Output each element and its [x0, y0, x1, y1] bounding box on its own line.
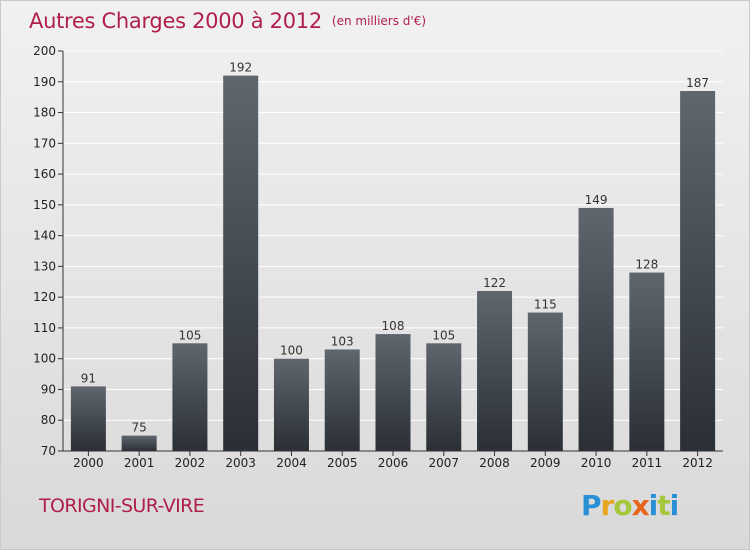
- bar-2010: [578, 207, 614, 451]
- chart-subtitle: (en milliers d'€): [331, 14, 427, 28]
- x-tick-label-2003: 2003: [225, 456, 256, 470]
- value-label-2012: 187: [686, 76, 709, 90]
- logo-letter: i: [648, 489, 659, 522]
- x-tick-label-2001: 2001: [124, 456, 155, 470]
- bars: 91 75 105 192 100 103 108 105 122 115 149 128 187: [70, 61, 716, 451]
- logo-letter: i: [669, 489, 680, 522]
- x-tick-label-2004: 2004: [276, 456, 307, 470]
- value-label-2011: 128: [635, 258, 658, 272]
- y-tick-label: 140: [33, 229, 56, 243]
- y-tick-label: 130: [33, 259, 56, 273]
- y-tick-label: 160: [33, 167, 56, 181]
- x-tick-label-2010: 2010: [581, 456, 612, 470]
- value-label-2002: 105: [178, 328, 201, 342]
- commune-name: TORIGNI-SUR-VIRE: [39, 495, 205, 517]
- x-tick-label-2006: 2006: [378, 456, 409, 470]
- value-label-2006: 108: [382, 319, 405, 333]
- x-tick-label-2002: 2002: [175, 456, 206, 470]
- y-tick-label: 80: [41, 413, 56, 427]
- y-tick-label: 90: [41, 382, 56, 396]
- y-tick-label: 180: [33, 106, 56, 120]
- y-tick-label: 170: [33, 136, 56, 150]
- logo-letter: t: [657, 489, 670, 522]
- value-label-2008: 122: [483, 276, 506, 290]
- axes: 7080901001101201301401501601701801902002…: [33, 44, 723, 470]
- value-label-2009: 115: [534, 298, 557, 312]
- y-tick-label: 200: [33, 44, 56, 58]
- value-label-2007: 105: [432, 328, 455, 342]
- proxiti-logo: Proxiti: [581, 489, 680, 522]
- bar-2002: [172, 343, 208, 451]
- bar-2007: [426, 343, 462, 451]
- y-tick-label: 120: [33, 290, 56, 304]
- x-tick-label-2007: 2007: [428, 456, 459, 470]
- value-label-2010: 149: [585, 193, 608, 207]
- x-tick-label-2005: 2005: [327, 456, 358, 470]
- x-tick-label-2012: 2012: [682, 456, 713, 470]
- bar-2011: [629, 272, 665, 451]
- value-label-2001: 75: [132, 421, 147, 435]
- chart-title: Autres Charges 2000 à 2012 (en milliers d…: [29, 9, 426, 33]
- y-tick-label: 70: [41, 444, 56, 458]
- bar-2004: [273, 358, 309, 451]
- y-tick-label: 150: [33, 198, 56, 212]
- bar-2005: [324, 349, 360, 451]
- x-tick-label-2009: 2009: [530, 456, 561, 470]
- y-tick-label: 100: [33, 352, 56, 366]
- value-label-2005: 103: [331, 334, 354, 348]
- logo-letter: o: [613, 489, 632, 522]
- value-label-2000: 91: [81, 371, 96, 385]
- y-tick-label: 190: [33, 75, 56, 89]
- bar-2009: [527, 312, 563, 451]
- bar-2003: [223, 75, 259, 451]
- bar-2008: [477, 291, 513, 451]
- logo-letter: x: [631, 489, 650, 522]
- value-label-2004: 100: [280, 344, 303, 358]
- x-tick-label-2008: 2008: [479, 456, 510, 470]
- y-tick-label: 110: [33, 321, 56, 335]
- x-tick-label-2011: 2011: [632, 456, 663, 470]
- chart-title-text: Autres Charges 2000 à 2012: [29, 9, 322, 33]
- bar-2006: [375, 334, 411, 451]
- value-label-2003: 192: [229, 61, 252, 75]
- bar-2000: [70, 386, 106, 451]
- bar-2001: [121, 435, 157, 451]
- logo-letter: P: [581, 489, 602, 522]
- bar-2012: [680, 91, 716, 451]
- logo-letter: r: [600, 489, 615, 522]
- x-tick-label-2000: 2000: [73, 456, 104, 470]
